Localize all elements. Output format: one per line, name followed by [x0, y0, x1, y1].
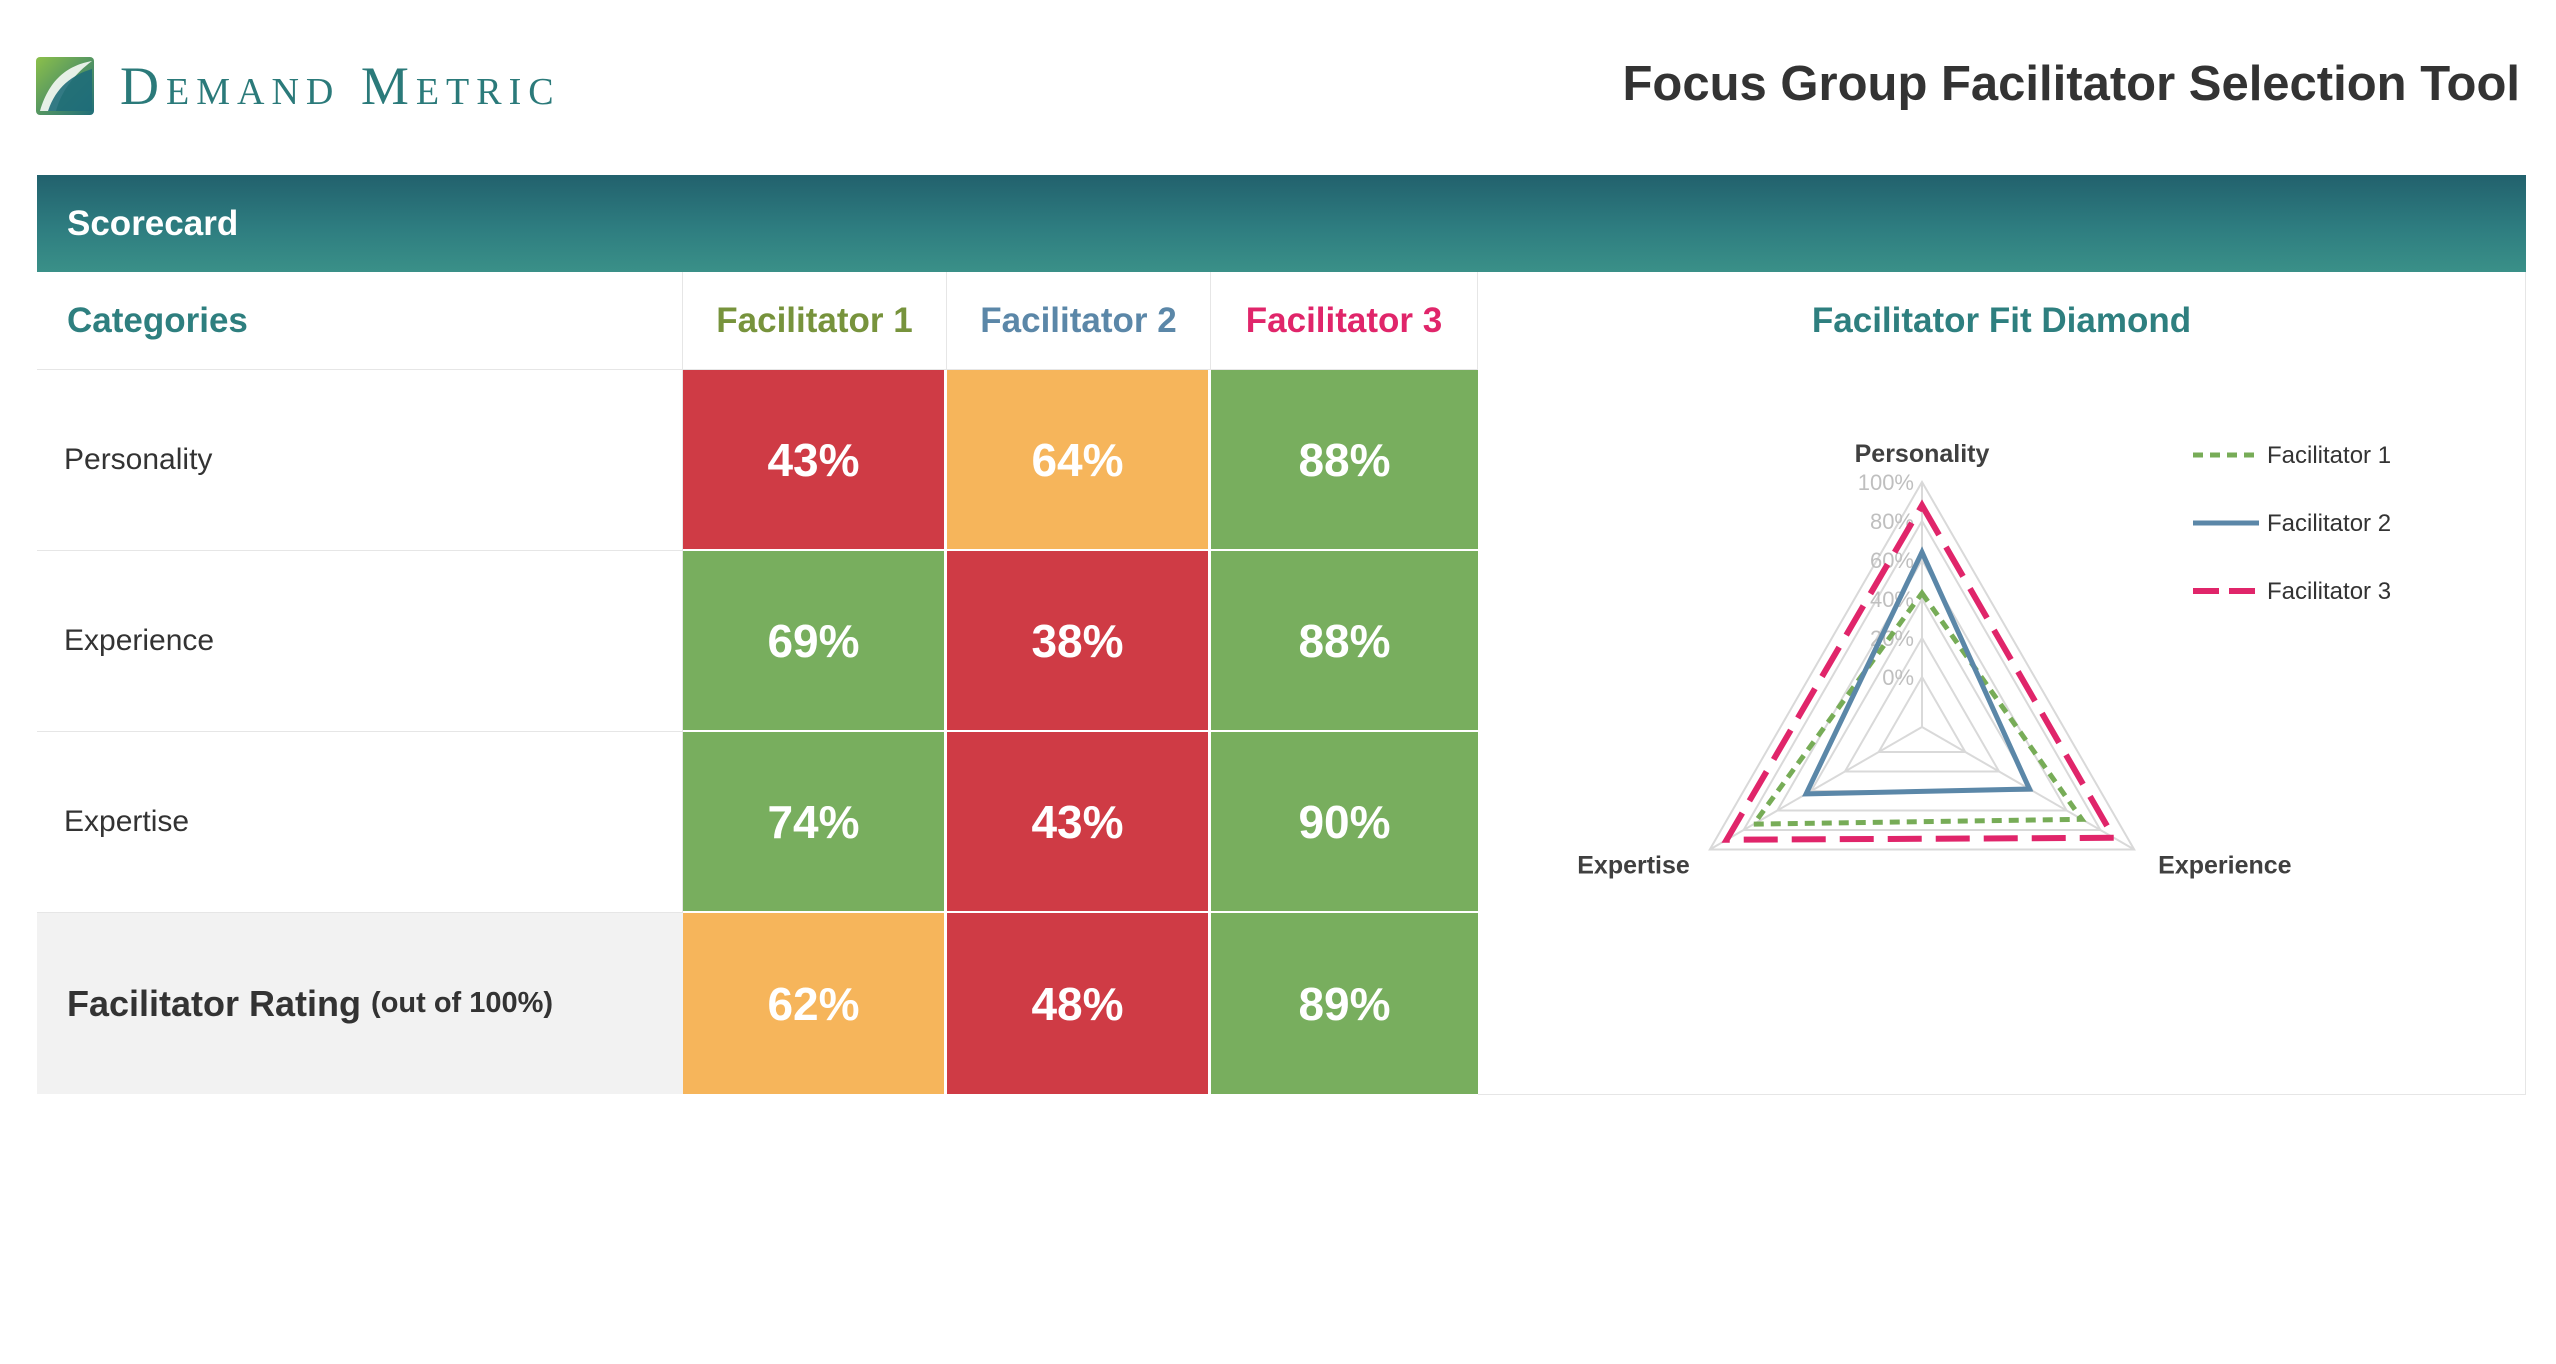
legend-label-facilitator-2: Facilitator 2: [2267, 510, 2391, 537]
brand-name: Demand Metric: [120, 56, 561, 116]
score-personality-facilitator-3: 88%: [1211, 370, 1478, 551]
category-expertise: Expertise: [37, 732, 683, 913]
scorecard-title: Scorecard: [67, 204, 239, 243]
radar-axis-label-personality: Personality: [1855, 440, 1990, 468]
radar-grid-ring: [1741, 519, 2103, 831]
scorecard-table: Categories Facilitator 1 Facilitator 2 F…: [37, 272, 1478, 1095]
rating-facilitator-3: 89%: [1211, 913, 1478, 1094]
page-title: Focus Group Facilitator Selection Tool: [1622, 57, 2520, 111]
category-personality: Personality: [37, 370, 683, 551]
facilitator-rating-label: Facilitator Rating (out of 100%): [37, 913, 683, 1094]
facilitator-2-header: Facilitator 2: [947, 272, 1211, 370]
demand-metric-logo-icon: [36, 57, 94, 115]
legend-label-facilitator-3: Facilitator 3: [2267, 578, 2391, 605]
facilitator-1-header: Facilitator 1: [683, 272, 947, 370]
radar-spoke: [1709, 726, 1923, 851]
score-expertise-facilitator-3: 90%: [1211, 732, 1478, 913]
score-expertise-facilitator-1: 74%: [683, 732, 946, 913]
rating-facilitator-1: 62%: [683, 913, 946, 1094]
rating-label-sub: (out of 100%): [371, 987, 554, 1019]
radar-grid-ring: [1876, 674, 1968, 753]
score-experience-facilitator-1: 69%: [683, 551, 946, 732]
facilitator-3-header: Facilitator 3: [1211, 272, 1478, 370]
category-experience: Experience: [37, 551, 683, 732]
score-personality-facilitator-1: 43%: [683, 370, 946, 551]
categories-header: Categories: [37, 272, 683, 370]
radar-axis-label-experience: Experience: [2158, 852, 2292, 880]
radar-grid-ring: [1708, 479, 2136, 851]
radar-series-2: [1802, 546, 2034, 797]
radar-tick-label: 0%: [1882, 665, 1914, 690]
score-experience-facilitator-3: 88%: [1211, 551, 1478, 732]
score-experience-facilitator-2: 38%: [947, 551, 1210, 732]
radar-series-3: [1721, 499, 2120, 843]
rating-label-main: Facilitator Rating: [67, 982, 362, 1024]
radar-chart: 0%20%40%60%80%100%PersonalityExperienceE…: [1577, 440, 2391, 880]
facilitator-fit-diamond-panel: Facilitator Fit Diamond 0% 20% 40% 60% 80% 10…: [1478, 272, 2526, 1095]
radar-tick-label: 60%: [1870, 548, 1914, 573]
score-personality-facilitator-2: 64%: [947, 370, 1210, 551]
scorecard-banner: Scorecard: [37, 175, 2526, 272]
radar-tick-label: 40%: [1870, 587, 1914, 612]
radar-grid-ring: [1843, 635, 2001, 773]
radar-axis-label-expertise: Expertise: [1577, 852, 1690, 880]
radar-series-1: [1748, 588, 2087, 827]
score-expertise-facilitator-2: 43%: [947, 732, 1210, 913]
brand-logo: Demand Metric: [36, 54, 561, 118]
radar-grid-ring: [1775, 557, 2069, 812]
radar-tick-label: 100%: [1858, 470, 1914, 495]
chart-title: Facilitator Fit Diamond: [1811, 301, 2192, 340]
legend-label-facilitator-1: Facilitator 1: [2267, 442, 2391, 469]
rating-facilitator-2: 48%: [947, 913, 1210, 1094]
